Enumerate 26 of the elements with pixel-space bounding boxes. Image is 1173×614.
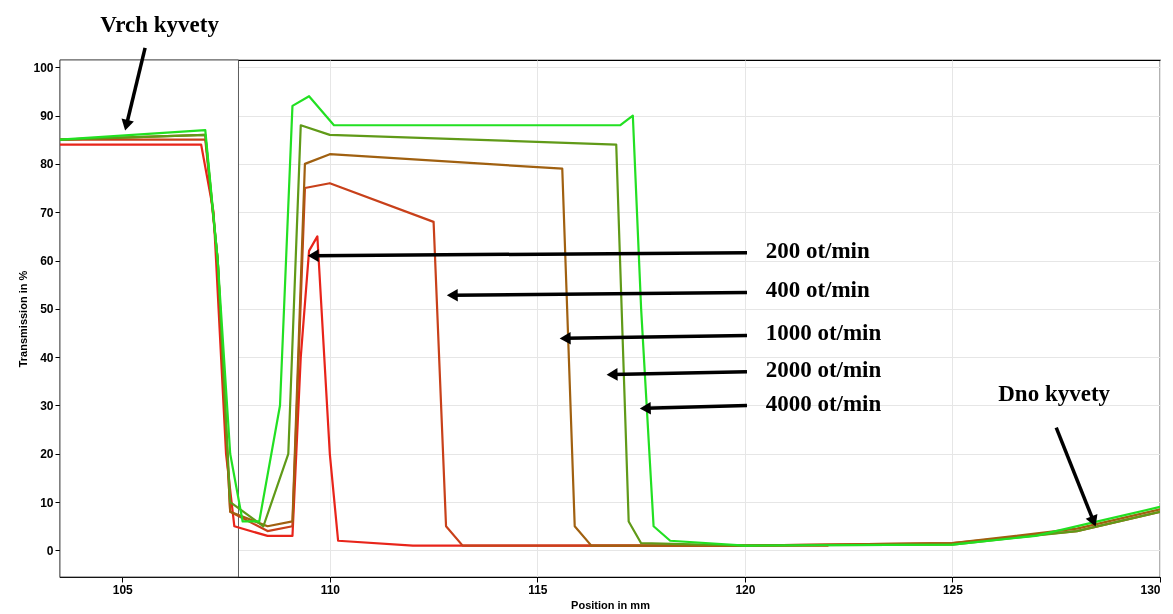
annotation: Vrch kyvety [100, 12, 220, 38]
annotation: Dno kyvety [998, 381, 1111, 407]
annotation: 4000 ot/min [765, 390, 882, 416]
y-tick-label: 20 [40, 447, 54, 462]
annotation: 200 ot/min [765, 237, 871, 263]
x-tick-label: 130 [1140, 582, 1161, 597]
y-tick-label: 90 [40, 109, 54, 124]
y-tick-label: 40 [40, 350, 54, 365]
x-tick-label: 110 [320, 582, 341, 597]
x-tick-label: 125 [942, 582, 964, 597]
x-tick-label: 105 [112, 582, 134, 597]
y-axis-title: Transmission in % [17, 270, 30, 368]
y-tick-label: 60 [40, 254, 54, 269]
y-tick-label: 70 [40, 205, 54, 220]
y-tick-label: 30 [40, 398, 54, 413]
annotation: 400 ot/min [765, 277, 871, 303]
x-tick-label: 120 [735, 582, 756, 597]
y-tick-label: 10 [40, 495, 54, 510]
y-tick-label: 0 [46, 543, 54, 558]
x-axis-title: Position in mm [571, 598, 651, 611]
y-tick-label: 50 [40, 302, 54, 317]
y-tick-label: 100 [33, 60, 54, 75]
x-tick-label: 115 [528, 582, 548, 597]
annotation: 1000 ot/min [765, 320, 882, 346]
y-tick-label: 80 [40, 157, 54, 172]
annotation: 2000 ot/min [765, 356, 882, 382]
